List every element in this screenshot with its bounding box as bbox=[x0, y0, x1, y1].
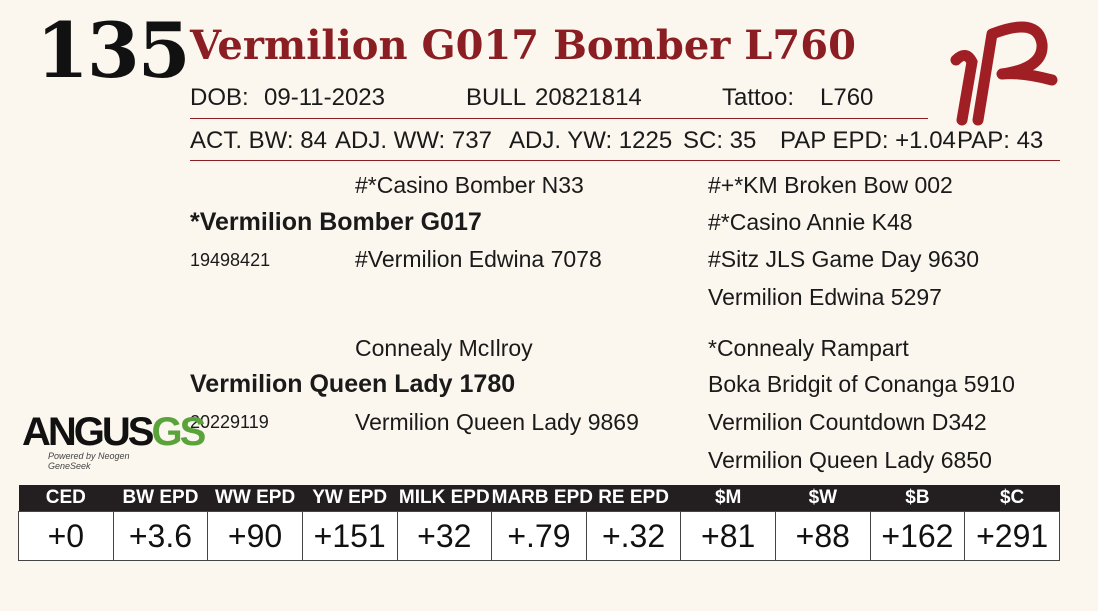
epd-value-ced: +0 bbox=[18, 511, 114, 561]
logo-brand-main: ANGUS bbox=[22, 410, 154, 454]
pedigree-ddd: Vermilion Queen Lady 6850 bbox=[708, 447, 992, 473]
divider-line bbox=[190, 160, 1060, 161]
epd-value-yw: +151 bbox=[301, 511, 398, 561]
epd-table: CED BW EPD WW EPD YW EPD MILK EPD MARB E… bbox=[18, 485, 1060, 561]
epd-value-w: +88 bbox=[775, 511, 871, 561]
epd-value-re: +.32 bbox=[585, 511, 682, 561]
pap-epd: PAP EPD: +1.04 bbox=[780, 127, 956, 154]
epd-value-row: +0 +3.6 +90 +151 +32 +.79 +.32 +81 +88 +… bbox=[18, 511, 1060, 561]
ranch-brand-logo bbox=[950, 21, 1058, 126]
divider-line bbox=[190, 118, 928, 119]
sire-registration: 19498421 bbox=[190, 250, 271, 270]
scrotal-circumference: SC: 35 bbox=[683, 127, 757, 154]
epd-value-c: +291 bbox=[964, 511, 1060, 561]
epd-value-milk: +32 bbox=[396, 511, 493, 561]
pedigree-dsd: Boka Bridgit of Conanga 5910 bbox=[708, 371, 1015, 397]
pedigree-dds: Vermilion Countdown D342 bbox=[708, 409, 987, 435]
epd-header-yw: YW EPD bbox=[302, 485, 397, 512]
epd-header-ced: CED bbox=[18, 485, 114, 512]
dob-value: 09-11-2023 bbox=[264, 84, 385, 111]
pedigree-sire-dam: #Vermilion Edwina 7078 bbox=[355, 246, 602, 272]
pedigree-dss: *Connealy Rampart bbox=[708, 335, 909, 361]
tattoo-value: L760 bbox=[820, 84, 874, 111]
logo-tagline: Powered by Neogen GeneSeek bbox=[48, 451, 130, 471]
epd-value-b: +162 bbox=[869, 511, 966, 561]
registration-number: 20821814 bbox=[535, 84, 642, 111]
angus-gs-logo: ANGUSGS Powered by Neogen GeneSeek bbox=[22, 410, 206, 472]
adjusted-weaning-weight: ADJ. WW: 737 bbox=[335, 127, 492, 154]
pedigree-sdd: Vermilion Edwina 5297 bbox=[708, 284, 942, 310]
pedigree-dam-dam: Vermilion Queen Lady 9869 bbox=[355, 409, 639, 435]
epd-value-m: +81 bbox=[680, 511, 776, 561]
pedigree-sire-sire: #*Casino Bomber N33 bbox=[355, 172, 584, 198]
pedigree-sire: *Vermilion Bomber G017 bbox=[190, 208, 482, 236]
epd-value-bw: +3.6 bbox=[112, 511, 209, 561]
epd-header-w: $W bbox=[775, 485, 871, 512]
epd-header-m: $M bbox=[680, 485, 776, 512]
pap-score: PAP: 43 bbox=[957, 127, 1044, 154]
animal-name: Vermilion G017 Bomber L760 bbox=[190, 22, 856, 69]
actual-birth-weight: ACT. BW: 84 bbox=[190, 127, 327, 154]
tattoo-label: Tattoo: bbox=[722, 84, 795, 111]
pedigree-ssd: #*Casino Annie K48 bbox=[708, 209, 913, 235]
epd-header-marb: MARB EPD bbox=[491, 485, 593, 512]
epd-header-re: RE EPD bbox=[586, 485, 681, 512]
pedigree-sss: #+*KM Broken Bow 002 bbox=[708, 172, 953, 198]
pedigree-dam: Vermilion Queen Lady 1780 bbox=[190, 370, 516, 398]
epd-header-ww: WW EPD bbox=[207, 485, 303, 512]
epd-value-marb: +.79 bbox=[491, 511, 587, 561]
adjusted-yearling-weight: ADJ. YW: 1225 bbox=[509, 127, 673, 154]
epd-header-milk: MILK EPD bbox=[397, 485, 492, 512]
epd-header-bw: BW EPD bbox=[113, 485, 208, 512]
logo-brand-suffix: GS bbox=[151, 410, 206, 454]
dam-registration: 20229119 bbox=[190, 412, 269, 432]
pedigree-dam-sire: Connealy McIlroy bbox=[355, 335, 533, 361]
dob-label: DOB: bbox=[190, 84, 249, 111]
epd-value-ww: +90 bbox=[207, 511, 303, 561]
sex-label: BULL bbox=[466, 84, 527, 111]
epd-header-row: CED BW EPD WW EPD YW EPD MILK EPD MARB E… bbox=[18, 485, 1060, 512]
lot-number: 135 bbox=[36, 6, 191, 95]
pedigree-sds: #Sitz JLS Game Day 9630 bbox=[708, 246, 980, 272]
epd-header-c: $C bbox=[964, 485, 1060, 512]
epd-header-b: $B bbox=[870, 485, 965, 512]
